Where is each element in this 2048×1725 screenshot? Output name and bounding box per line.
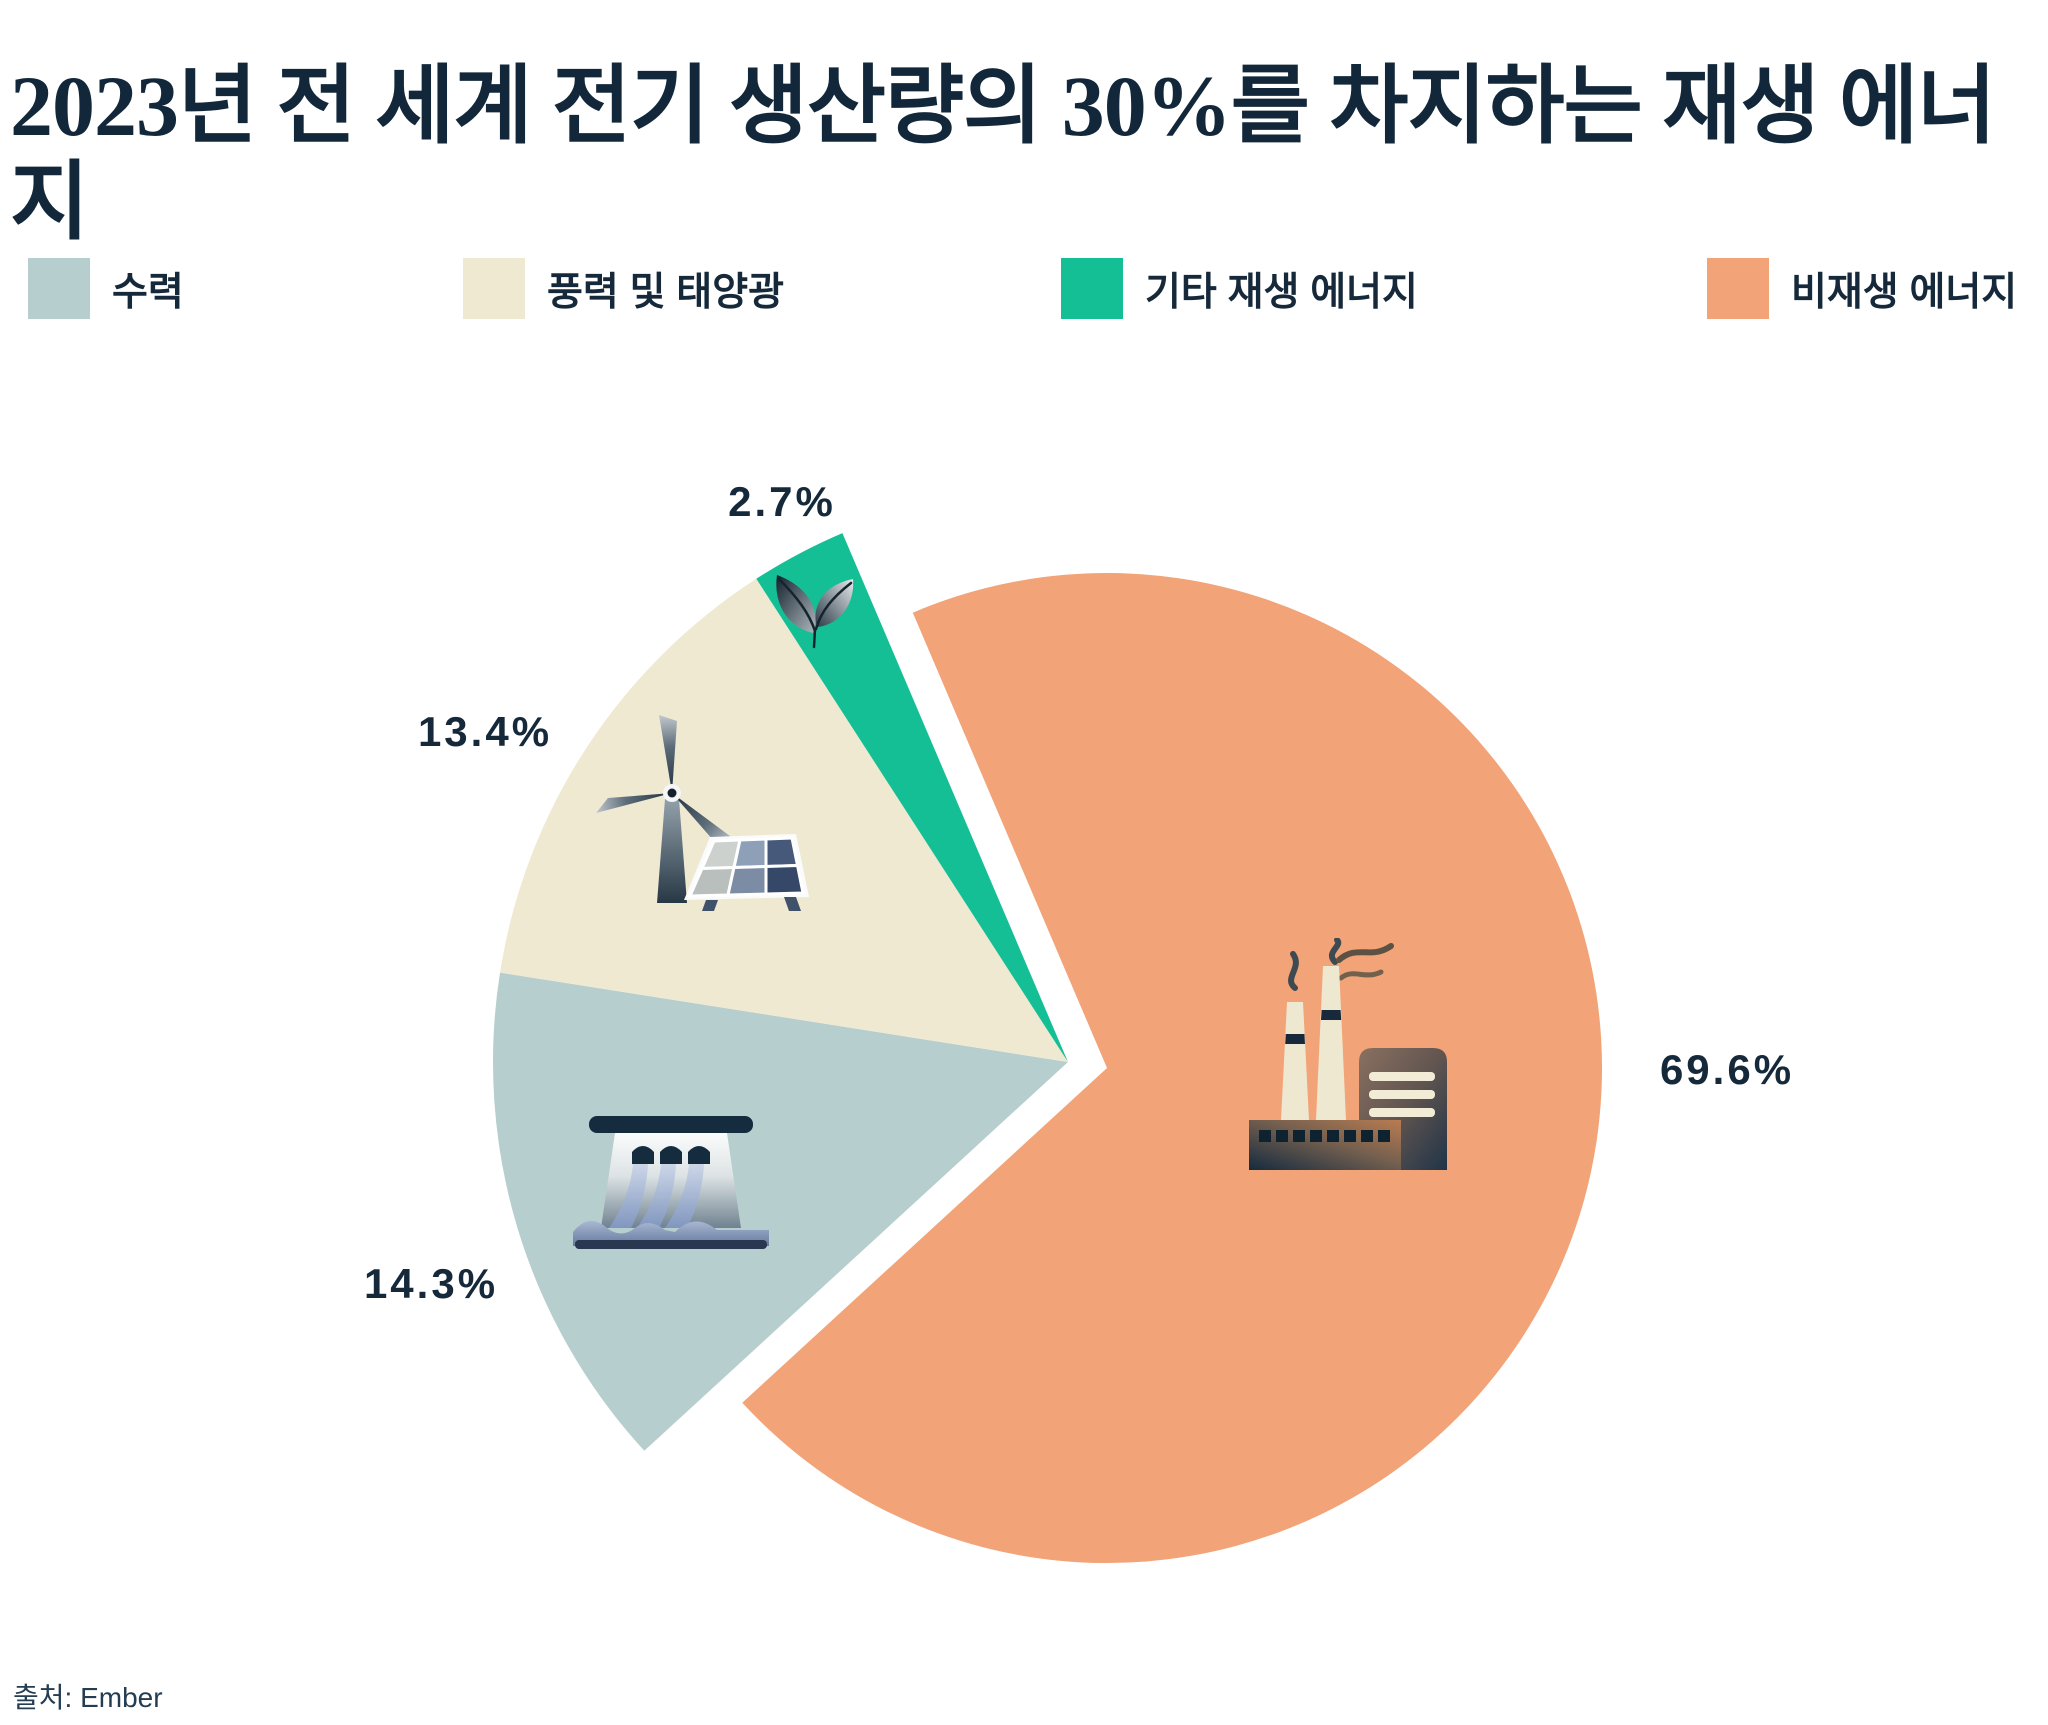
legend-item-wind-solar[interactable]: 풍력 및 태양광 — [463, 258, 784, 319]
legend-swatch-non-renewable — [1707, 258, 1769, 319]
value-label-wind-solar: 13.4% — [417, 708, 553, 755]
legend-label-non-renewable: 비재생 에너지 — [1791, 270, 2018, 314]
legend-swatch-hydro — [28, 258, 90, 319]
legend-label-other-renewable: 기타 재생 에너지 — [1145, 270, 1418, 314]
pie-slice-other_renewable[interactable] — [756, 533, 1068, 1062]
legend-swatch-wind-solar — [463, 258, 525, 319]
leaf-icon — [776, 575, 854, 649]
legend-label-hydro: 수력 — [112, 270, 184, 314]
pie-slice-hydro[interactable] — [492, 972, 1068, 1451]
solar-panel-icon — [684, 834, 809, 911]
pie-slice-non_renewable[interactable] — [742, 573, 1603, 1564]
legend-label-wind-solar: 풍력 및 태양광 — [547, 270, 784, 314]
legend-item-hydro[interactable]: 수력 — [28, 258, 184, 319]
value-label-hydro: 14.3% — [363, 1260, 499, 1307]
factory-icon — [1249, 938, 1447, 1170]
legend-item-other-renewable[interactable]: 기타 재생 에너지 — [1061, 258, 1418, 319]
wind-turbine-icon — [596, 715, 734, 903]
chart-legend: 수력 풍력 및 태양광 기타 재생 에너지 비재생 에너지 — [0, 258, 2048, 320]
pie-slice-wind_solar[interactable] — [500, 578, 1068, 1062]
legend-swatch-other-renewable — [1061, 258, 1123, 319]
legend-item-non-renewable[interactable]: 비재생 에너지 — [1707, 258, 2017, 319]
pie-slices — [492, 533, 1603, 1564]
wind-solar-icon — [596, 715, 809, 911]
chart-title: 2023년 전 세계 전기 생산량의 30%를 차지하는 재생 에너지 — [10, 57, 1996, 250]
hydro-dam-icon — [573, 1116, 769, 1249]
value-label-other-renewable: 2.7% — [728, 478, 836, 525]
pie-icons — [573, 575, 1447, 1249]
source-credit: 출처: Ember — [13, 1682, 163, 1713]
value-label-non-renewable: 69.6% — [1659, 1046, 1795, 1093]
